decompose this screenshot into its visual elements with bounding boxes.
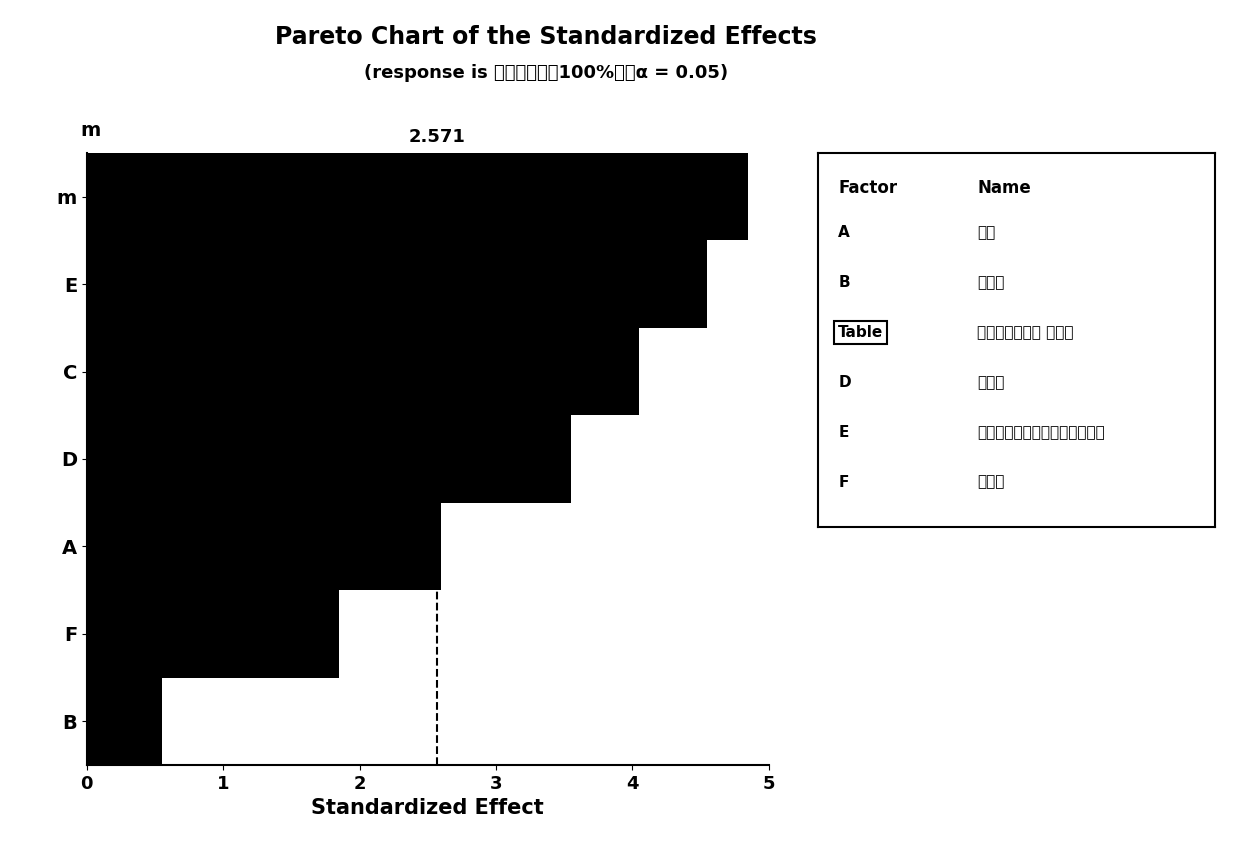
X-axis label: Standardized Effect: Standardized Effect [311, 798, 544, 819]
Text: 2.571: 2.571 [409, 128, 466, 146]
Text: (response is 真蛋白含量（100%），α = 0.05): (response is 真蛋白含量（100%），α = 0.05) [363, 64, 728, 82]
Bar [87, 241, 708, 328]
Text: Name: Name [977, 178, 1030, 197]
Text: A: A [838, 225, 849, 241]
Text: Pareto Chart of the Standardized Effects: Pareto Chart of the Standardized Effects [275, 26, 816, 49]
Text: m: m [81, 122, 100, 140]
Bar [87, 590, 340, 677]
Text: 菌种比: 菌种比 [977, 275, 1004, 290]
Text: Factor: Factor [838, 178, 898, 197]
Bar [87, 153, 749, 241]
Text: D: D [838, 375, 851, 390]
Bar [87, 416, 572, 502]
Text: F: F [838, 474, 848, 490]
Bar [87, 328, 640, 416]
Text: 精醉啊酒槟和蓝莓果渣的混合量: 精醉啊酒槟和蓝莓果渣的混合量 [977, 425, 1105, 439]
Text: 时间: 时间 [977, 225, 996, 241]
Text: 鼸皮比: 鼸皮比 [977, 375, 1004, 390]
Bar [87, 677, 162, 765]
Text: Table: Table [838, 325, 883, 340]
Text: 接种量: 接种量 [977, 474, 1004, 490]
Text: B: B [838, 275, 849, 290]
Text: 精醉啊酒槟：蓝 莓果渣: 精醉啊酒槟：蓝 莓果渣 [977, 325, 1074, 340]
Bar [87, 502, 441, 590]
Text: E: E [838, 425, 848, 439]
